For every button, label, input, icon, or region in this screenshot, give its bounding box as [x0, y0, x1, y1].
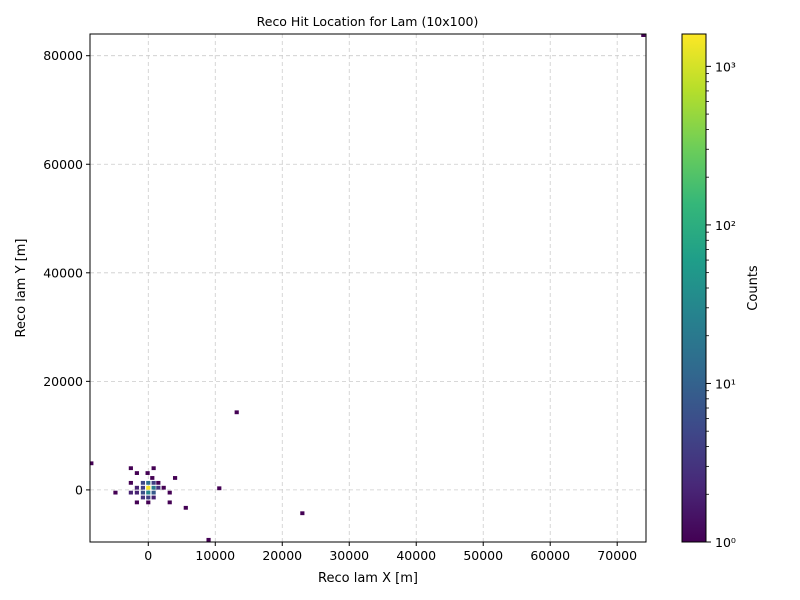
colorbar [681, 33, 707, 543]
x-axis-ticks: 0 10000 20000 30000 40000 50000 60000 70000 [144, 542, 637, 563]
heatmap-cell [167, 500, 172, 505]
heatmap-cell [151, 495, 156, 500]
heatmap-cell [145, 471, 150, 475]
heatmap-cell [140, 495, 146, 500]
heatmap-cell [140, 480, 146, 485]
heatmap-cell [151, 480, 156, 485]
x-tick-label: 50000 [463, 548, 503, 563]
heatmap-cell [134, 490, 139, 495]
heatmap-cell [151, 485, 156, 490]
chart-title: Reco Hit Location for Lam (10x100) [257, 14, 479, 29]
heatmap-cell [90, 461, 94, 466]
y-tick-label: 40000 [43, 265, 83, 280]
heatmap-cell [641, 34, 646, 37]
colorbar-tick-label: 10² [715, 218, 736, 233]
x-tick-label: 30000 [329, 548, 369, 563]
heatmap-cell [146, 500, 151, 505]
heatmap-cell [134, 471, 139, 475]
heatmap-cell [113, 490, 118, 495]
heatmap-cell [146, 485, 151, 490]
heatmap-cell [234, 410, 239, 415]
heatmap-cell [146, 480, 151, 485]
heatmap-cell [128, 490, 133, 495]
x-tick-label: 10000 [195, 548, 235, 563]
heatmap-cell [183, 505, 188, 510]
plot-area-frame [89, 33, 647, 543]
heatmap-cell [128, 466, 133, 471]
heatmap-cell [300, 511, 305, 516]
heatmap-cell [156, 485, 161, 490]
y-tick-label: 0 [75, 482, 83, 497]
y-tick-label: 80000 [43, 48, 83, 63]
colorbar-tick-label: 10¹ [715, 376, 736, 391]
colorbar-ticks: 10⁰ 10¹ 10² 10³ [706, 59, 736, 550]
y-tick-label: 60000 [43, 157, 83, 172]
x-axis-label: Reco lam X [m] [318, 571, 418, 586]
grid-lines [90, 34, 646, 542]
x-tick-label: 60000 [530, 548, 570, 563]
heatmap-cell [151, 490, 156, 495]
heatmap-cell [140, 490, 146, 495]
x-tick-label: 40000 [396, 548, 436, 563]
heatmap-cell [150, 476, 155, 480]
heatmap-cell [151, 466, 156, 471]
colorbar-tick-label: 10⁰ [715, 535, 736, 550]
heatmap-cell [172, 476, 178, 480]
heatmap-cell [217, 486, 222, 491]
x-tick-label: 0 [144, 548, 152, 563]
heatmap-cell [161, 485, 166, 490]
heatmap-cell [167, 490, 172, 495]
y-axis-ticks: 0 20000 40000 60000 80000 [43, 48, 90, 497]
heatmap-cell [146, 490, 151, 495]
heatmap-cell [140, 485, 146, 490]
y-axis-label: Reco lam Y [m] [14, 239, 29, 338]
heatmap-cell [206, 537, 211, 542]
colorbar-label: Counts [746, 265, 761, 311]
heatmap-cell [134, 485, 139, 490]
y-tick-label: 20000 [43, 374, 83, 389]
heatmap-cell [128, 480, 133, 485]
heatmap-cell [146, 495, 151, 500]
colorbar-tick-label: 10³ [715, 59, 736, 74]
x-tick-label: 20000 [262, 548, 302, 563]
heatmap-cells [90, 34, 646, 542]
heatmap-cell [156, 480, 161, 485]
x-tick-label: 70000 [597, 548, 637, 563]
heatmap-cell [134, 500, 139, 505]
